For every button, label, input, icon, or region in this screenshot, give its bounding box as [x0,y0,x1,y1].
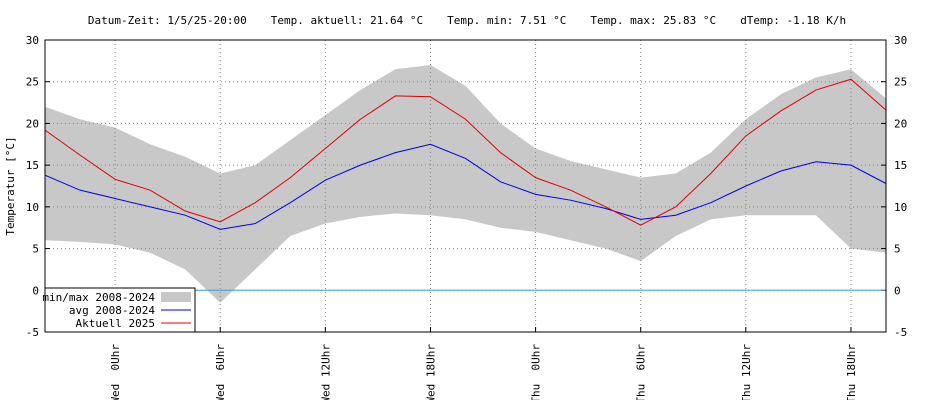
y2-tick-label: 10 [894,201,907,214]
x-tick-label: Thu 18Uhr [845,344,858,400]
y2-tick-label: 25 [894,76,907,89]
x-tick-label: Wed 0Uhr [109,344,122,400]
header-item: Datum-Zeit: 1/5/25-20:00 [88,14,247,27]
plot-frame [44,39,887,333]
y2-tick-label: 0 [894,284,901,297]
y2-tick-label: 5 [894,243,901,256]
x-tick-label: Wed 12Uhr [319,344,332,400]
legend-label: avg 2008-2024 [69,304,155,317]
header-item: Temp. aktuell: 21.64 °C [271,14,423,27]
header-item: Temp. min: 7.51 °C [447,14,566,27]
x-tick-label: Wed 18Uhr [424,344,437,400]
y2-tick-label: -5 [894,326,907,339]
x-tick-label: Thu 0Uhr [530,344,543,400]
x-tick-label: Wed 6Uhr [214,344,227,400]
y-tick-label: 15 [26,159,39,172]
y2-tick-label: 15 [894,159,907,172]
legend-swatch [161,292,191,302]
legend-label: Aktuell 2025 [76,317,155,330]
x-tick-label: Thu 6Uhr [635,344,648,400]
minmax-band [45,65,886,303]
y2-tick-label: 20 [894,117,907,130]
legend-label: min/max 2008-2024 [42,291,155,304]
header: Datum-Zeit: 1/5/25-20:00 Temp. aktuell: 2… [88,14,846,27]
y-tick-label: 5 [32,243,39,256]
y-tick-label: 25 [26,76,39,89]
line [44,78,887,226]
y-tick-label: 30 [26,34,39,47]
header-item: dTemp: -1.18 K/h [740,14,846,27]
line [44,143,887,230]
y2-tick-label: 30 [894,34,907,47]
header-item: Temp. max: 25.83 °C [590,14,716,27]
x-tick-label: Thu 12Uhr [740,344,753,400]
y-tick-label: -5 [26,326,39,339]
y-tick-label: 0 [32,284,39,297]
y-tick-label: 10 [26,201,39,214]
y-axis-label: Temperatur [°C] [4,136,17,235]
y-tick-label: 20 [26,117,39,130]
